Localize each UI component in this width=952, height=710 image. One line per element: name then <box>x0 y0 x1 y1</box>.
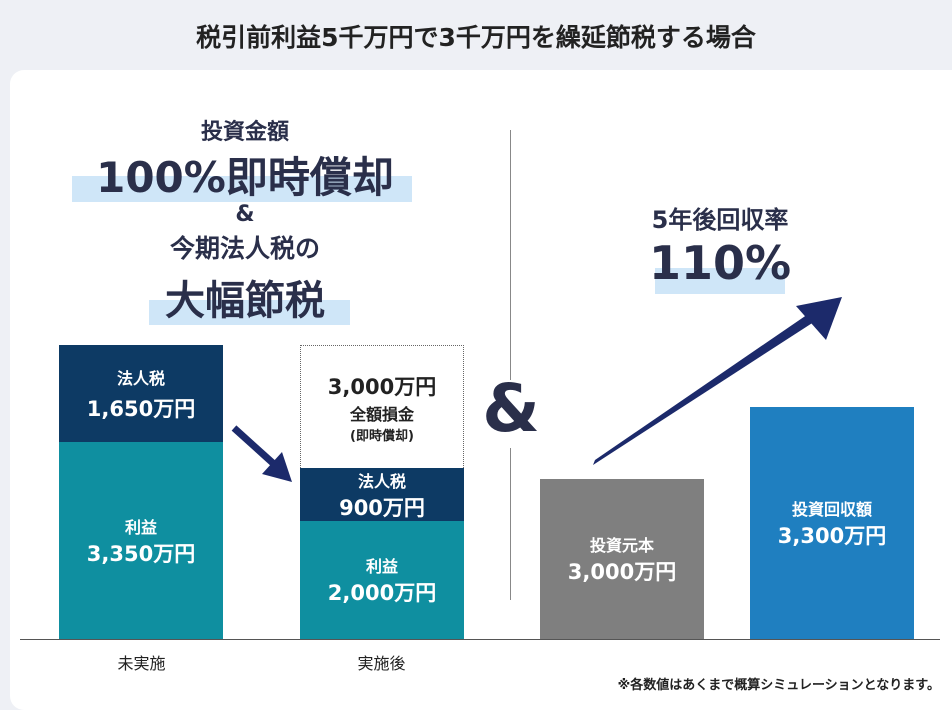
bar-tax: 法人税 900万円 <box>300 468 464 522</box>
highlight-band <box>149 300 350 325</box>
bar-label: 全額損金 <box>349 404 414 424</box>
bar-profit: 利益 3,350万円 <box>59 442 223 639</box>
bar-value: 3,000万円 <box>567 559 677 584</box>
bar-value: 2,000万円 <box>327 581 437 606</box>
bar-sublabel: (即時償却) <box>350 428 414 444</box>
headline-saving: 大幅節税 <box>165 278 325 324</box>
bar-value: 3,000万円 <box>327 374 437 399</box>
bar-value: 3,350万円 <box>86 541 196 566</box>
bar-value: 900万円 <box>339 495 425 520</box>
bar-tax: 法人税 1,650万円 <box>59 345 223 443</box>
bar-value: 1,650万円 <box>86 396 196 421</box>
headline-tax: 今期法人税の <box>169 234 320 263</box>
headline-recovery-rate: 5年後回収率 <box>651 206 789 234</box>
divider-top <box>510 130 511 380</box>
bar-value: 3,300万円 <box>777 524 887 548</box>
center-ampersand: & <box>482 370 540 447</box>
down-right-arrow-icon <box>231 425 292 482</box>
bar-label: 法人税 <box>116 368 165 388</box>
bar-profit: 利益 2,000万円 <box>300 521 464 639</box>
bar-label: 利益 <box>124 517 157 537</box>
footnote: ※各数値はあくまで概算シミュレーションとなります。 <box>617 678 940 693</box>
headline-investment: 投資金額 <box>200 120 289 145</box>
headline-depreciation: 100%即時償却 <box>96 153 394 202</box>
bar-principal: 投資元本 3,000万円 <box>540 478 704 639</box>
bar-label: 法人税 <box>357 471 406 491</box>
x-label-before: 未実施 <box>117 654 166 673</box>
highlight-band <box>72 176 412 202</box>
bar-label: 利益 <box>365 557 398 577</box>
headline-amp: & <box>235 202 255 227</box>
up-right-arrow-icon <box>593 297 842 465</box>
x-label-after: 実施後 <box>357 654 406 673</box>
headline-110: 110% <box>648 236 792 290</box>
bar-recovery: 投資回収額 3,300万円 <box>750 407 914 639</box>
divider-bottom <box>510 448 511 600</box>
bar-label: 投資元本 <box>589 535 654 555</box>
page-title: 税引前利益5千万円で3千万円を繰延節税する場合 <box>196 23 756 52</box>
chart-baseline <box>20 639 940 640</box>
bar-deduction: 3,000万円全額損金 (即時償却) <box>300 345 464 469</box>
highlight-band <box>655 268 785 294</box>
bar-label: 投資回収額 <box>791 500 872 519</box>
